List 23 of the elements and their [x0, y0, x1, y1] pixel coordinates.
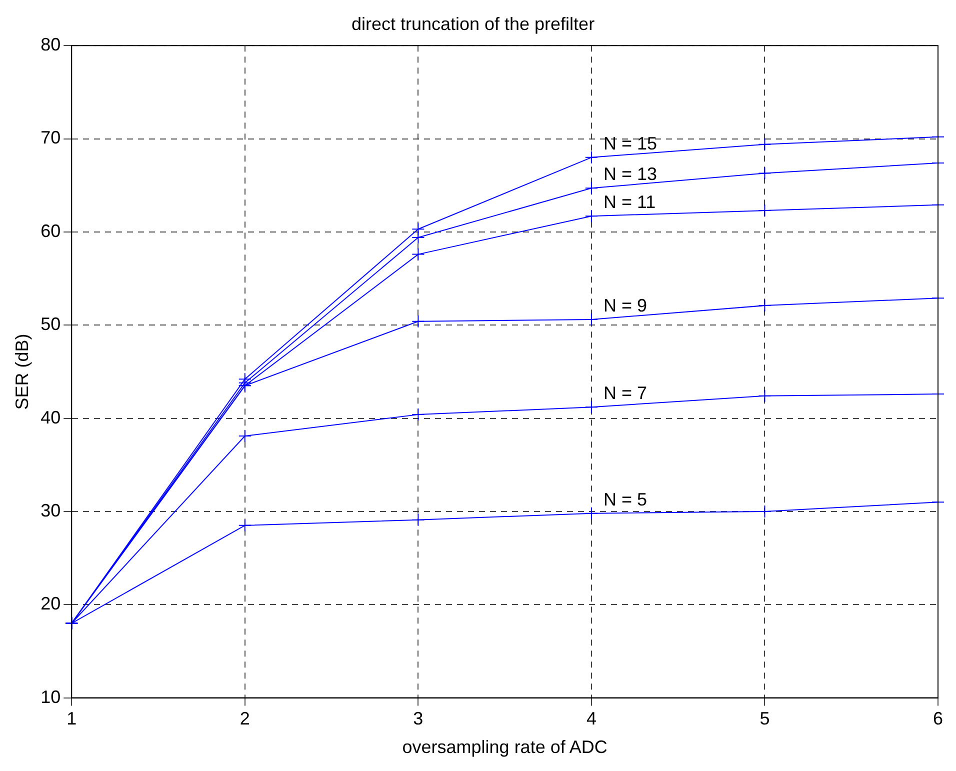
series-label: N = 7	[603, 383, 647, 404]
y-tick-label: 40	[40, 407, 61, 428]
y-tick-label: 20	[40, 594, 61, 614]
y-tick-label: 30	[40, 500, 61, 520]
y-axis-title: SER (dB)	[12, 334, 32, 410]
series-label: N = 5	[603, 489, 647, 510]
x-tick-label: 6	[932, 708, 944, 729]
x-tick-label: 3	[413, 708, 424, 729]
x-axis-title: oversampling rate of ADC	[402, 737, 608, 758]
y-tick-label: 10	[40, 686, 61, 707]
y-tick-label: 70	[40, 128, 61, 148]
series-label: N = 15	[603, 133, 657, 154]
x-tick-label: 4	[586, 708, 596, 729]
y-tick-label: 80	[40, 34, 61, 55]
chart-title: direct truncation of the prefilter	[351, 14, 595, 34]
y-tick-label: 60	[40, 220, 61, 241]
y-tick-label: 50	[40, 314, 61, 334]
x-tick-label: 1	[66, 708, 77, 729]
series-label: N = 9	[603, 295, 647, 316]
series-label: N = 13	[603, 164, 657, 184]
series-label: N = 11	[603, 192, 656, 212]
x-tick-label: 5	[760, 708, 770, 729]
x-tick-label: 2	[240, 708, 250, 729]
